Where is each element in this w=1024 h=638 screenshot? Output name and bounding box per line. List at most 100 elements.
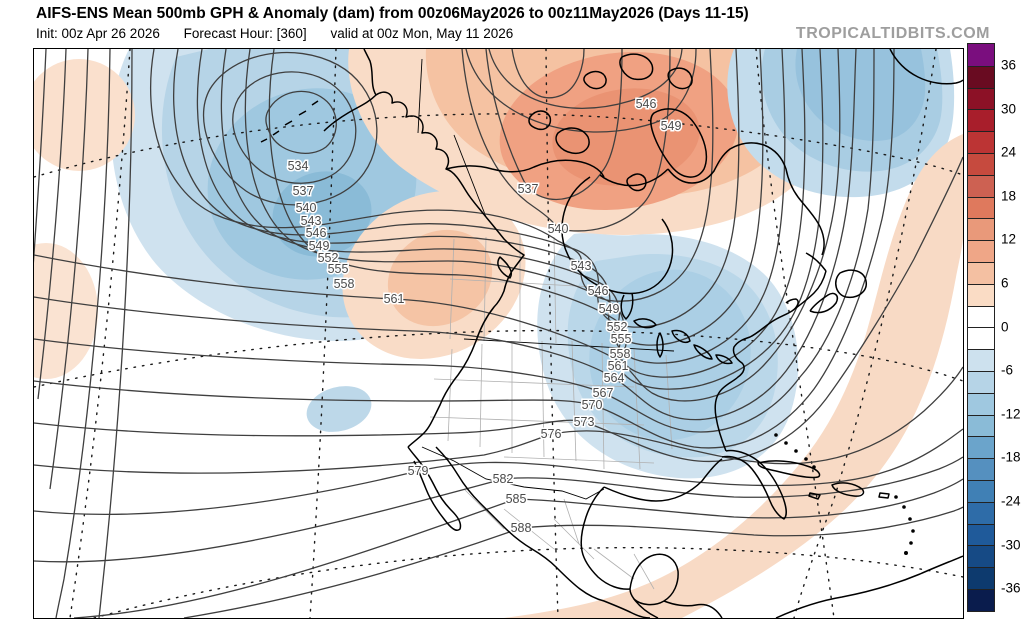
contour-543 (149, 49, 714, 302)
hispaniola (831, 482, 865, 497)
alaska-coast (323, 49, 487, 218)
colorbar-tick--30: -30 (1001, 537, 1021, 553)
meridian-5 (793, 49, 937, 618)
baja-california (407, 446, 462, 531)
negative-anomaly-off-california (306, 386, 372, 432)
colorbar-tick--36: -36 (1001, 580, 1021, 596)
contour-537-ring (232, 71, 357, 184)
contour-label-543: 543 (301, 214, 322, 228)
colorbar-cell-13 (968, 327, 994, 350)
colorbar-cell-17 (968, 414, 994, 437)
valid-time-label: valid at 00z Mon, May 11 2026 (330, 26, 514, 41)
colorbar-cell-20 (968, 479, 994, 502)
colorbar-tick-24: 24 (1001, 144, 1017, 160)
contour-label-576: 576 (541, 427, 562, 441)
positive-anomaly-arctic-core (552, 88, 700, 186)
contour-579 (34, 428, 963, 515)
colorbar-tick--18: -18 (1001, 449, 1021, 465)
contour-label-543: 543 (571, 259, 592, 273)
colorbar-cell-0 (968, 44, 994, 66)
colorbar-tick-18: 18 (1001, 188, 1017, 204)
contour-570 (34, 49, 895, 449)
us-gulf-coast (603, 458, 723, 502)
contour-label-582: 582 (493, 472, 514, 486)
colorbar-cell-25 (968, 588, 994, 611)
colorbar-cell-9 (968, 240, 994, 262)
us-canada-border (463, 338, 675, 352)
contour-label-558: 558 (610, 347, 631, 361)
ellesmere-islands (583, 53, 693, 90)
colorbar-tick-30: 30 (1001, 101, 1017, 117)
colorbar-cell-19 (968, 458, 994, 480)
meridian-1 (69, 49, 131, 618)
contour-label-537: 537 (518, 182, 539, 196)
contour-573 (34, 156, 963, 463)
florida (721, 449, 787, 520)
contour-label-552: 552 (607, 320, 628, 334)
contour-label-546: 546 (588, 284, 609, 298)
watermark: TROPICALTIDBITS.COM (795, 25, 990, 42)
us-east-coast (714, 270, 827, 452)
colorbar-tick-0: 0 (1001, 319, 1009, 335)
alaska-border (417, 58, 487, 218)
contour-label-573: 573 (574, 415, 595, 429)
map-canvas: 5345375405435465495525555585615375405435… (34, 49, 963, 618)
coastlines (260, 49, 963, 618)
colorbar-cell-11 (968, 283, 994, 306)
contour-561 (34, 49, 841, 402)
aleutian-islands (260, 100, 319, 143)
contour-label-561: 561 (384, 292, 405, 306)
contour-labels: 5345375405435465495525555585615375405435… (286, 96, 683, 537)
us-mexico-border (421, 446, 605, 500)
contour-558 (268, 49, 824, 390)
jamaica (808, 492, 821, 500)
contour-555 (244, 49, 806, 378)
contour-549 (196, 49, 764, 346)
great-lakes (633, 318, 733, 365)
greenland-tip (889, 49, 963, 85)
cuba (757, 460, 821, 479)
colorbar-cell-22 (968, 523, 994, 546)
contour-label-588: 588 (511, 521, 532, 535)
contour-537-polar (485, 49, 623, 201)
bahamas (774, 433, 816, 469)
run-info: Init: 00z Apr 26 2026 Forecast Hour: [36… (36, 26, 533, 41)
contour-label-552: 552 (318, 251, 339, 265)
colorbar-cell-24 (968, 567, 994, 589)
contour-label-558: 558 (334, 277, 355, 291)
bc-us-west-coast (407, 216, 525, 448)
colorbar-cell-21 (968, 501, 994, 524)
colorbar-cell-16 (968, 392, 994, 415)
lesser-antilles (894, 495, 915, 555)
page-title: AIFS-ENS Mean 500mb GPH & Anomaly (dam) … (36, 5, 749, 22)
positive-anomaly-west-canada-core (387, 229, 493, 327)
colorbar-cell-18 (968, 436, 994, 459)
labrador-ungava (667, 142, 827, 272)
contour-label-540: 540 (296, 201, 317, 215)
forecast-hour-label: Forecast Hour: [360] (183, 26, 307, 41)
contour-label-537: 537 (293, 184, 314, 198)
colorbar-cell-2 (968, 87, 994, 110)
colorbar-tick--24: -24 (1001, 493, 1021, 509)
contour-label-561: 561 (608, 359, 629, 373)
colorbar-cell-6 (968, 174, 994, 197)
contour-576 (34, 366, 963, 474)
contour-585 (73, 478, 963, 618)
contour-label-567: 567 (593, 386, 614, 400)
puerto-rico (878, 492, 890, 499)
southampton-island (626, 173, 647, 192)
contour-label-555: 555 (328, 262, 349, 276)
colorbar-cell-10 (968, 261, 994, 284)
contour-567 (34, 49, 875, 433)
south-america-coast (775, 555, 963, 618)
map-panel: 534 537 540 543 546 549 552 555 558 561 537 540 543 5… (33, 48, 964, 619)
colorbar-cell-5 (968, 152, 994, 175)
latitude-arc-south (93, 546, 963, 618)
nova-scotia (809, 292, 839, 314)
latitude-arc-north (34, 113, 963, 178)
contour-534-polar (511, 49, 585, 99)
colorbar-cell-7 (968, 196, 994, 219)
init-time-label: Init: 00z Apr 26 2026 (36, 26, 160, 41)
contour-588 (183, 506, 963, 618)
